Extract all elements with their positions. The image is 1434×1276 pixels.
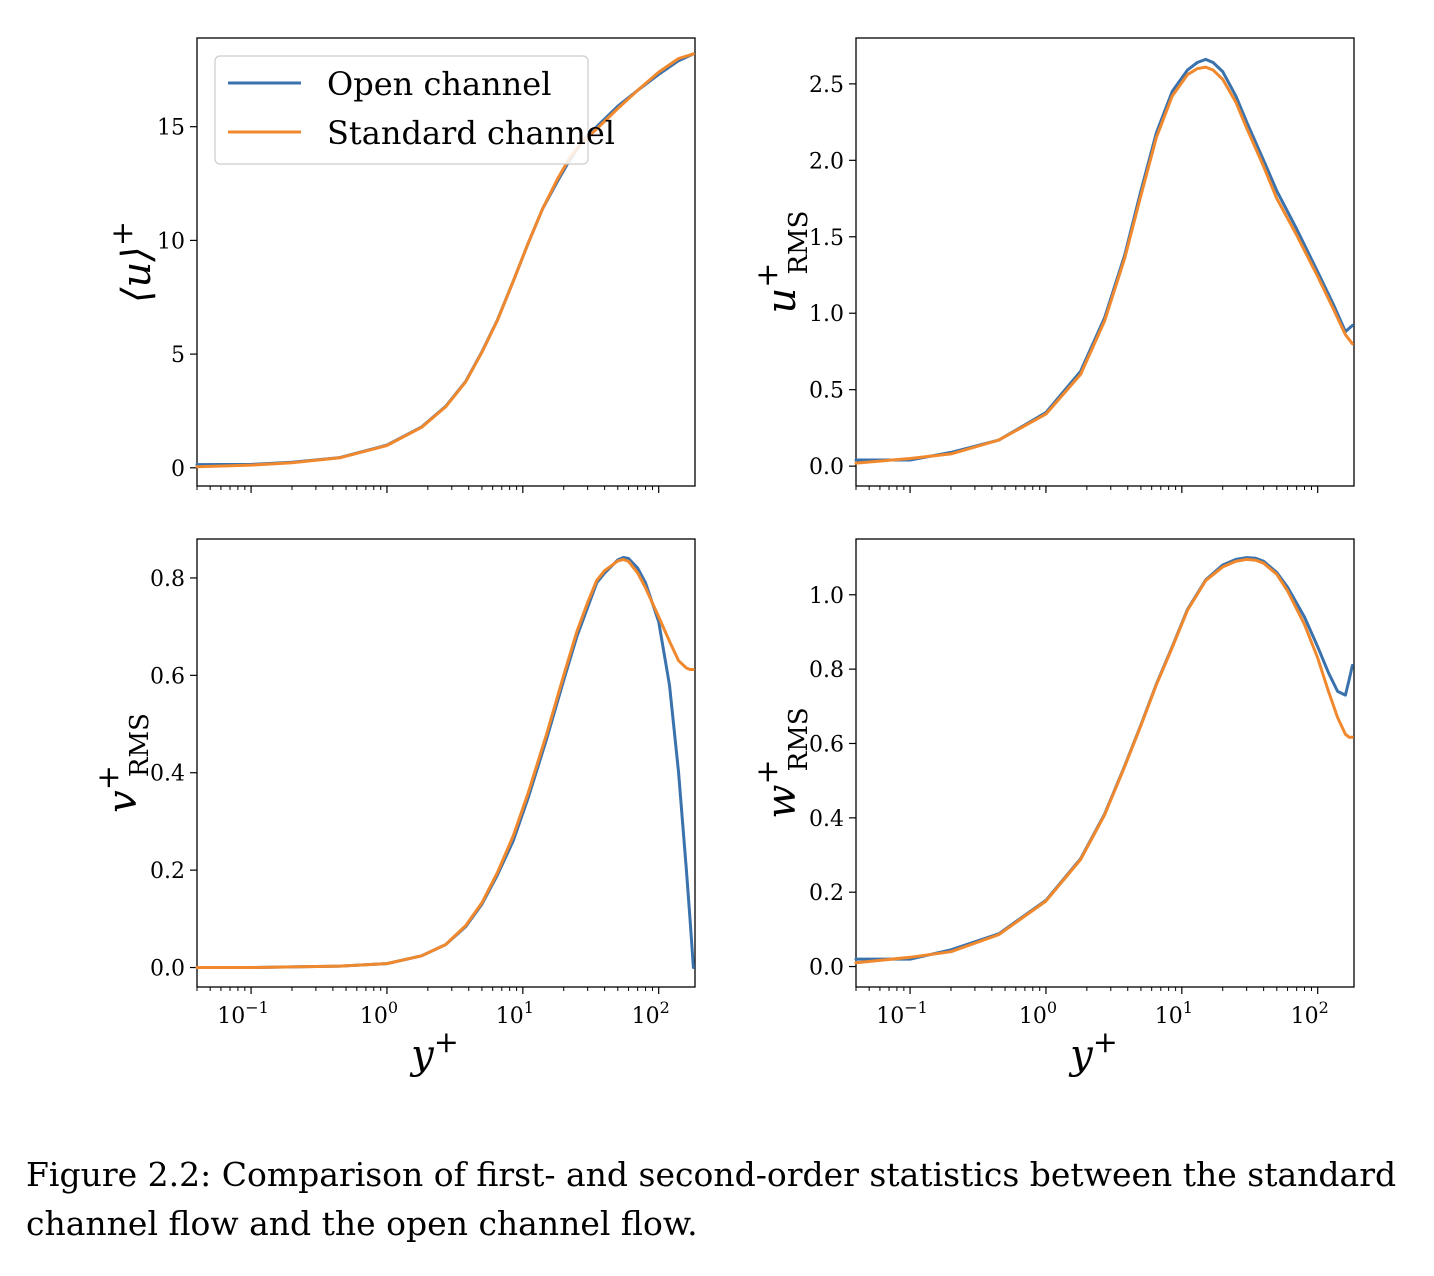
x-axis-label: y+ (409, 1025, 459, 1078)
v-rms-plot: 0.0 0.2 0.4 0.6 0.8 10−1 100 101 102 v+RMS y+ (91, 538, 696, 1078)
y-tick-label: 0 (171, 457, 185, 482)
y-tick-label: 0.5 (809, 379, 844, 404)
y-axis-label: w+RMS (750, 707, 814, 818)
y-tick-label: 0.2 (809, 881, 844, 906)
y-tick-label: 0.0 (809, 956, 844, 981)
y-tick-label: 1.0 (809, 302, 844, 327)
series-line-open (195, 556, 695, 969)
x-tick-label: 101 (1155, 998, 1193, 1029)
y-tick-label: 2.5 (809, 73, 844, 98)
series-line-open (854, 556, 1354, 961)
legend: Open channel Standard channel (214, 55, 615, 165)
y-tick-label: 0.8 (809, 658, 844, 683)
plot-frame (855, 37, 1355, 487)
u-rms-plot: 0.0 0.5 1.0 1.5 2.0 2.5 u+RMS (750, 37, 1355, 493)
w-rms-plot: 0.0 0.2 0.4 0.6 0.8 1.0 10−1 100 101 102 w+RMS y+ (750, 538, 1355, 1078)
x-tick-label: 10−1 (217, 998, 269, 1029)
axis-ticks: 0.0 0.2 0.4 0.6 0.8 1.0 10−1 100 101 102 (809, 584, 1329, 1029)
x-tick-label: 102 (1291, 998, 1329, 1029)
y-tick-label: 0.8 (150, 567, 185, 592)
y-tick-label: 2.0 (809, 149, 844, 174)
caption-line-1: Figure 2.2: Comparison of first- and sec… (26, 1155, 1397, 1194)
y-tick-label: 0.0 (150, 957, 185, 982)
x-axis-label: y+ (1068, 1025, 1118, 1078)
x-tick-label: 100 (360, 998, 398, 1029)
axis-ticks: 0 5 10 15 (157, 116, 660, 493)
plot-frame (196, 538, 696, 988)
legend-frame (214, 55, 589, 165)
legend-label-standard: Standard channel (327, 114, 615, 152)
series-lines (195, 52, 695, 469)
x-tick-label: 101 (496, 998, 534, 1029)
series-line-standard (195, 558, 695, 969)
y-tick-label: 0.6 (150, 664, 185, 689)
legend-label-open: Open channel (327, 65, 551, 103)
series-line-standard (854, 557, 1354, 965)
series-lines (854, 556, 1354, 965)
y-tick-label: 0.2 (150, 859, 185, 884)
mean-velocity-plot: 0 5 10 15 ⟨u⟩+ Open channel Standard channe… (105, 37, 696, 493)
y-axis-label: u+RMS (750, 211, 814, 314)
axis-ticks: 0.0 0.5 1.0 1.5 2.0 2.5 (809, 73, 1319, 493)
y-tick-label: 0.4 (809, 807, 844, 832)
y-tick-label: 5 (171, 343, 185, 368)
y-tick-label: 10 (157, 229, 185, 254)
y-tick-label: 1.5 (809, 226, 844, 251)
x-tick-label: 10−1 (876, 998, 928, 1029)
plot-frame (196, 37, 696, 487)
figure-caption: Figure 2.2: Comparison of first- and sec… (26, 1150, 1421, 1248)
series-line-standard (854, 65, 1354, 465)
y-tick-label: 0.4 (150, 762, 185, 787)
axis-ticks: 0.0 0.2 0.4 0.6 0.8 10−1 100 101 102 (150, 567, 670, 1029)
y-tick-label: 0.6 (809, 732, 844, 757)
series-lines (854, 57, 1354, 465)
plot-frame (855, 538, 1355, 988)
y-axis-label: ⟨u⟩+ (105, 221, 160, 303)
x-tick-label: 102 (632, 998, 670, 1029)
series-line-open (854, 57, 1354, 462)
series-lines (195, 556, 695, 969)
series-line-standard (195, 52, 695, 469)
x-tick-label: 100 (1019, 998, 1057, 1029)
y-tick-label: 0.0 (809, 455, 844, 480)
caption-line-2: channel flow and the open channel flow. (26, 1204, 698, 1243)
y-axis-label: v+RMS (91, 713, 155, 813)
y-tick-label: 1.0 (809, 584, 844, 609)
y-tick-label: 15 (157, 116, 185, 141)
